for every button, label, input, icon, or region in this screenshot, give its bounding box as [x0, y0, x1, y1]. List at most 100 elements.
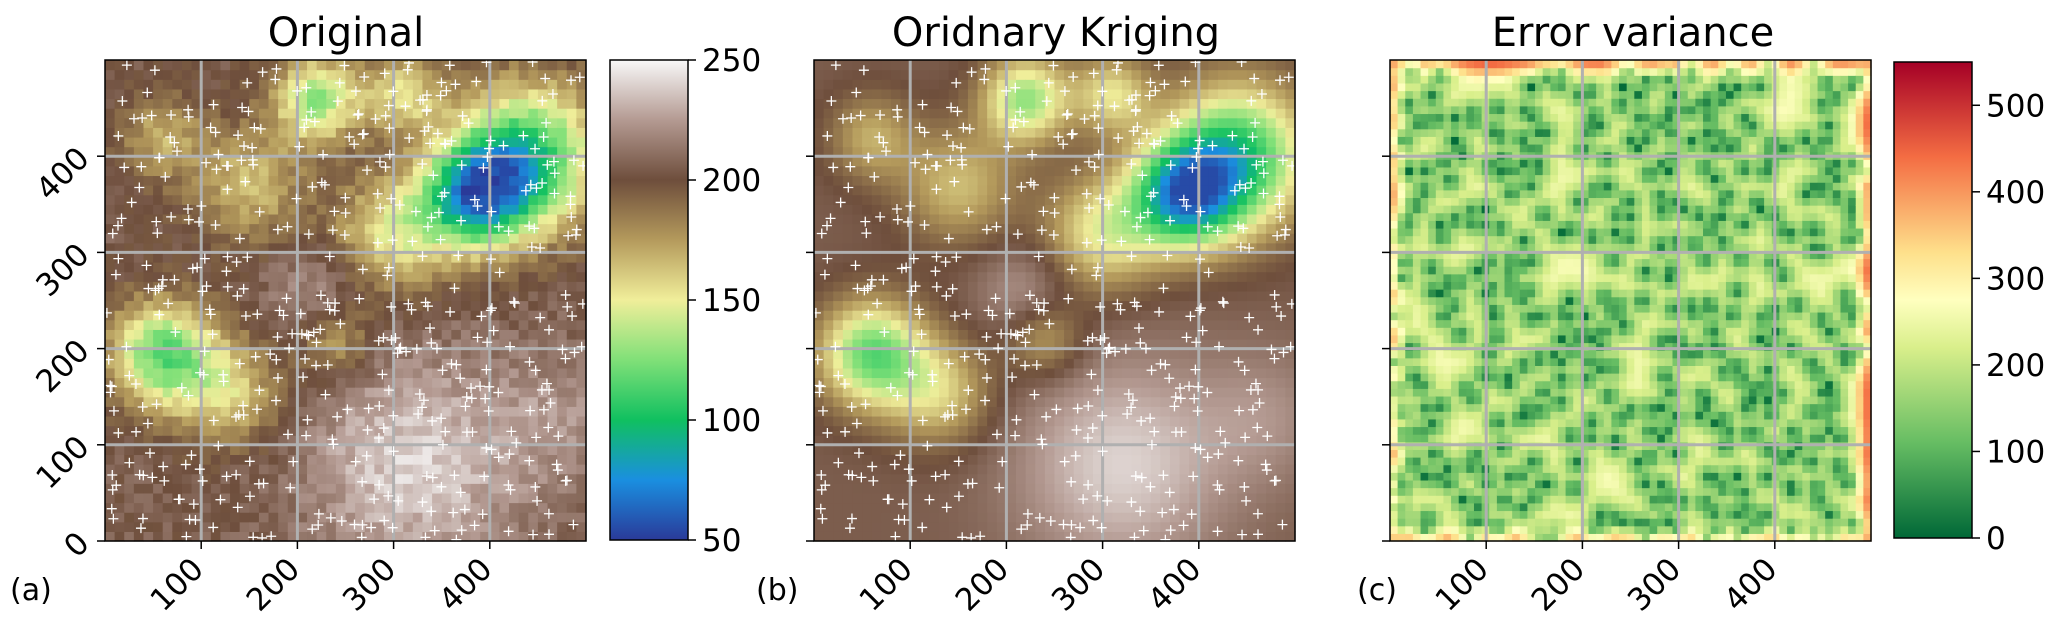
heatmap-cell [489, 271, 501, 282]
heatmap-cell [239, 454, 250, 465]
heatmap-cell [383, 444, 395, 456]
heatmap-cell [910, 502, 921, 513]
heatmap-cell [326, 300, 337, 311]
sample-marker [459, 504, 470, 515]
heatmap-cell [489, 435, 501, 446]
heatmap-cell [557, 146, 568, 157]
heatmap-cell [124, 435, 135, 446]
heatmap-cell [566, 531, 577, 542]
heatmap-cell [230, 464, 241, 475]
heatmap-cell [929, 415, 940, 427]
heatmap-cell [489, 204, 501, 215]
heatmap-cell [124, 281, 135, 292]
heatmap-cell [1179, 464, 1190, 475]
heatmap-cell [518, 512, 529, 523]
heatmap-cell [814, 396, 825, 407]
heatmap-cell [1025, 387, 1036, 398]
heatmap-cell [939, 377, 950, 388]
heatmap-cell [814, 204, 825, 215]
heatmap-cell [958, 194, 969, 205]
sample-marker [544, 529, 555, 540]
heatmap-cell [422, 271, 433, 282]
heatmap-cell [566, 358, 577, 369]
heatmap-cell [162, 387, 173, 398]
heatmap-cell [258, 233, 270, 244]
heatmap-cell [890, 136, 902, 148]
heatmap-cell [143, 512, 154, 523]
heatmap-cell [1064, 156, 1075, 167]
sample-marker [154, 152, 165, 163]
heatmap-cell [364, 502, 375, 513]
heatmap-cell [364, 348, 375, 359]
heatmap-cell [153, 194, 164, 205]
heatmap-cell [153, 319, 164, 330]
heatmap-cell [862, 136, 873, 148]
heatmap-cell [1083, 444, 1094, 456]
heatmap-cell [480, 415, 491, 427]
heatmap-cell [852, 329, 863, 340]
sample-marker [449, 470, 460, 481]
heatmap-cell [172, 358, 183, 369]
heatmap-cell [153, 271, 164, 282]
heatmap-cell [977, 521, 988, 532]
heatmap-cell [326, 348, 337, 359]
heatmap-cell [287, 88, 298, 100]
heatmap-cell [1006, 358, 1017, 369]
heatmap-cell [823, 348, 834, 359]
sample-marker [565, 191, 576, 202]
heatmap-cell [278, 454, 289, 465]
heatmap-cell [364, 406, 375, 417]
heatmap-cell [489, 108, 501, 119]
heatmap-cell [919, 338, 931, 350]
heatmap-cell [814, 79, 825, 90]
heatmap-cell [958, 473, 969, 484]
heatmap-cell [1006, 319, 1017, 330]
heatmap-cell [862, 367, 873, 379]
heatmap-cell [557, 425, 568, 436]
heatmap-cell [133, 319, 145, 330]
sample-marker [455, 487, 466, 498]
heatmap-cell [191, 136, 202, 148]
heatmap-cell [566, 415, 577, 427]
heatmap-cell [412, 60, 424, 71]
heatmap-cell [996, 252, 1007, 263]
heatmap-cell [383, 290, 395, 302]
heatmap-cell [470, 156, 481, 167]
heatmap-cell [249, 252, 260, 263]
heatmap-cell [958, 425, 969, 436]
heatmap-cell [871, 204, 882, 215]
heatmap-cell [967, 127, 979, 138]
heatmap-cell [1160, 185, 1171, 196]
heatmap-cell [977, 88, 988, 100]
heatmap-cell [833, 127, 844, 138]
heatmap-cell [432, 387, 443, 398]
heatmap-cell [1189, 512, 1200, 523]
heatmap-cell [547, 329, 558, 340]
heatmap-cell [566, 204, 577, 215]
heatmap-cell [230, 136, 241, 148]
heatmap-cell [201, 204, 212, 215]
heatmap-cell [939, 396, 950, 407]
heatmap-cell [833, 435, 844, 446]
heatmap-cell [220, 156, 231, 167]
sample-marker [181, 531, 192, 542]
heatmap-cell [948, 156, 959, 167]
heatmap-cell [1189, 223, 1200, 234]
sample-marker [281, 293, 292, 304]
heatmap-cell [1141, 367, 1152, 379]
heatmap-cell [326, 454, 337, 465]
heatmap-cell [143, 127, 154, 138]
heatmap-cell [1073, 300, 1084, 311]
heatmap-cell [547, 444, 558, 456]
heatmap-cell [432, 262, 443, 273]
heatmap-cell [133, 79, 145, 90]
heatmap-cell [509, 242, 520, 253]
heatmap-cell [153, 338, 164, 350]
heatmap-cell [996, 242, 1007, 253]
sample-marker [432, 128, 443, 139]
heatmap-cell [335, 204, 347, 215]
heatmap-cell [470, 358, 481, 369]
heatmap-cell [1073, 425, 1084, 436]
heatmap-cell [1131, 204, 1142, 215]
heatmap-cell [1073, 387, 1084, 398]
